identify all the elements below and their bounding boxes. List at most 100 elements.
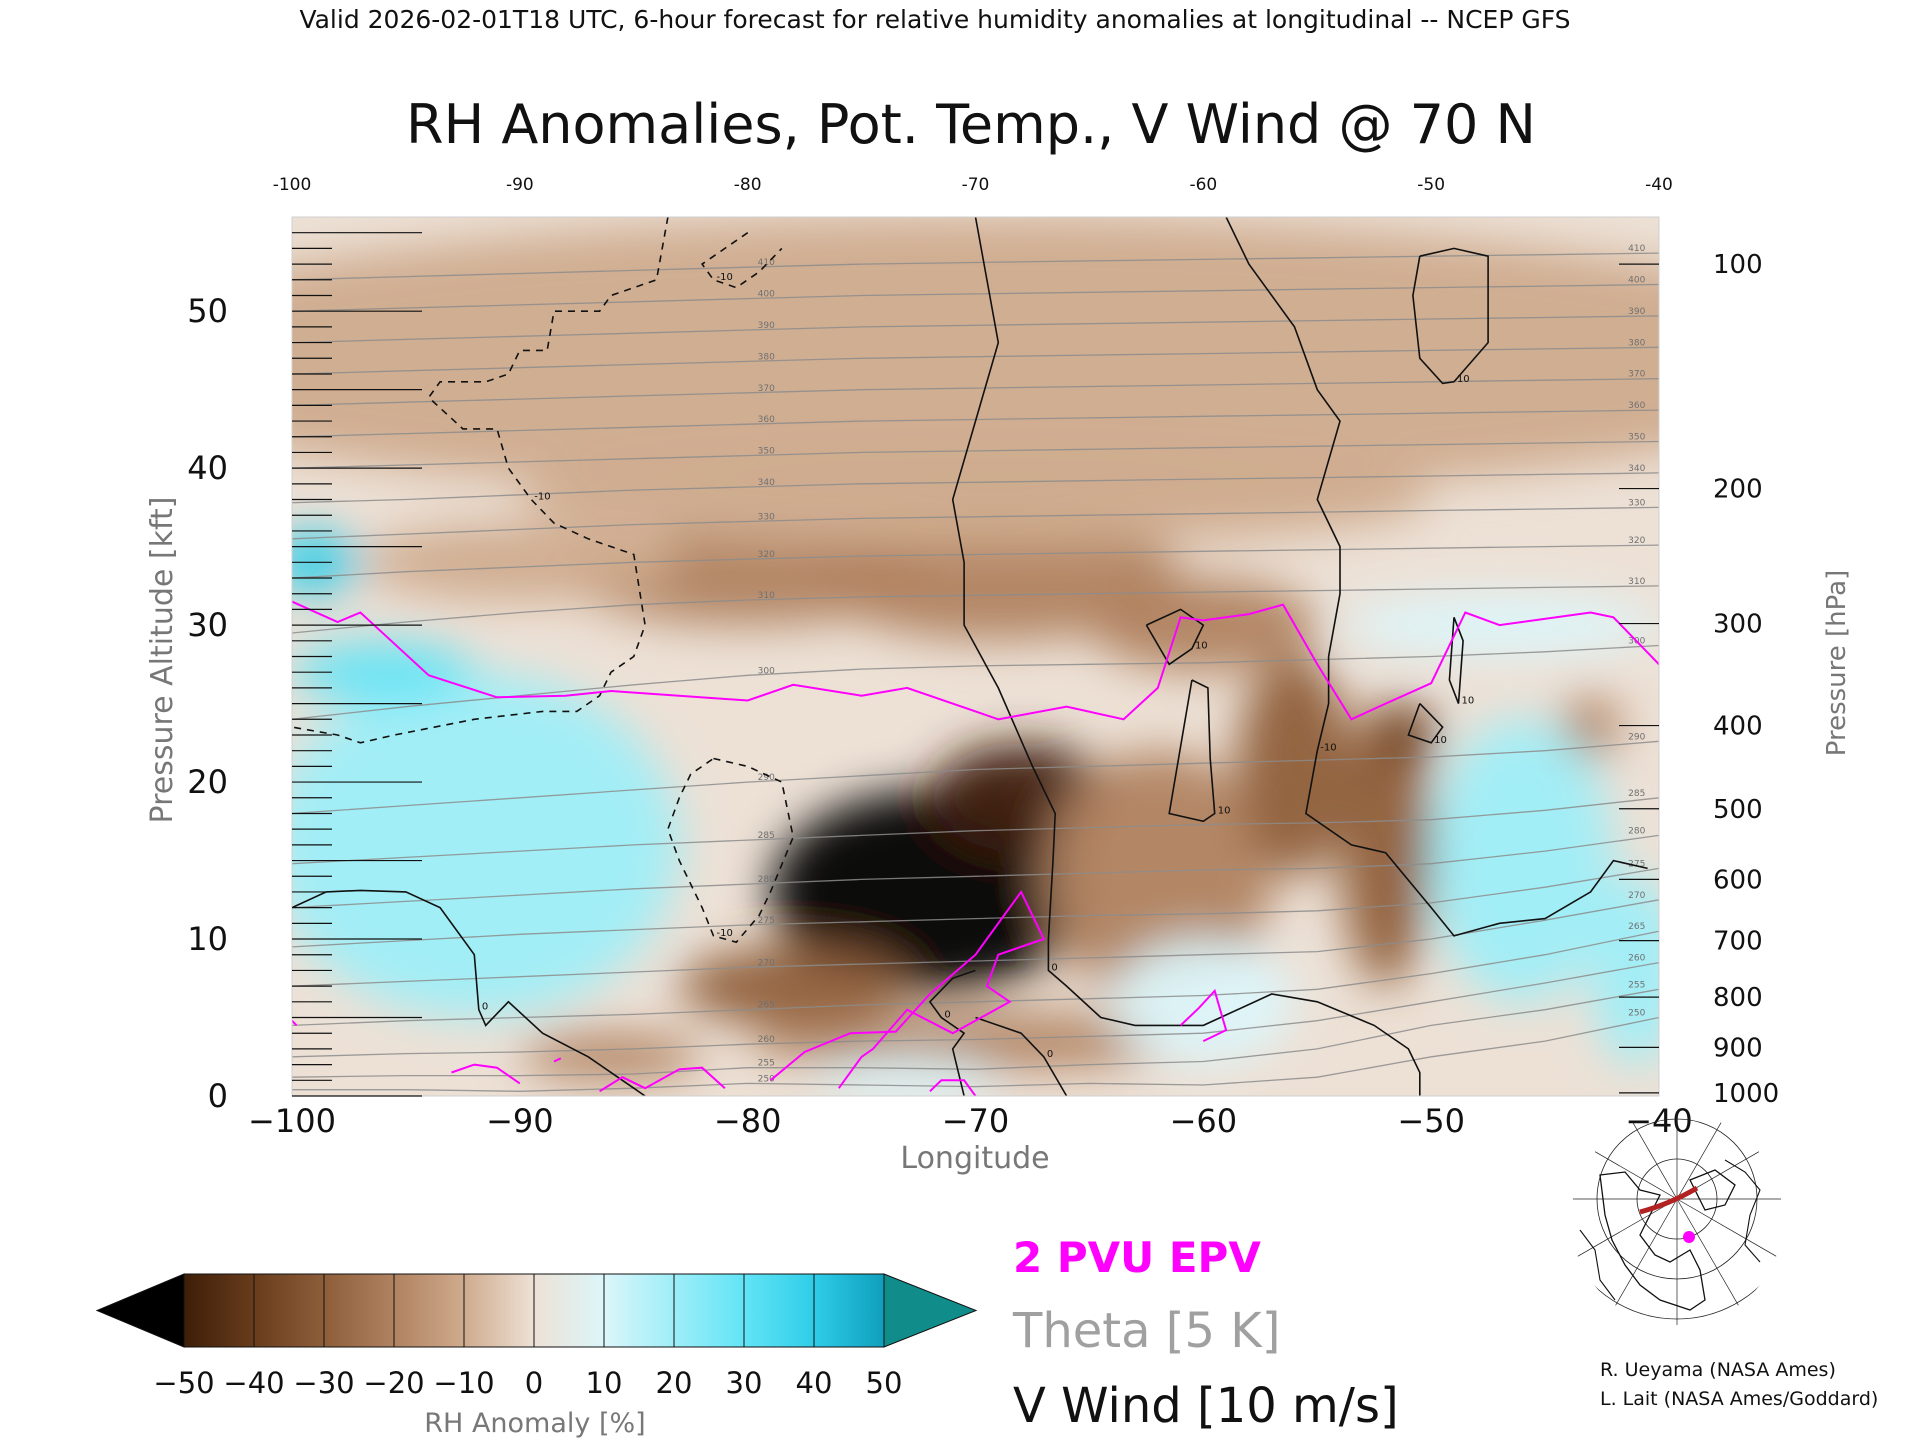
pressure-tick-label: 700 [1713,927,1763,957]
credit-line-1: R. Ueyama (NASA Ames) [1600,1359,1836,1381]
colorbar-segment [603,1273,675,1348]
v-wind-contours: 0 0 0 0 -10 10 10 10 10 10 -10 -10 -10 [292,217,1648,1096]
y2-axis-label: Pressure [hPa] [1822,570,1852,757]
theta-contour-label: 370 [1628,370,1645,380]
map-meridian [1576,1198,1678,1325]
colorbar-segment [323,1273,395,1348]
x-top-tick-label: -100 [273,175,312,195]
x-top-tick-label: -40 [1645,175,1673,195]
x-tick-label: −70 [942,1102,1010,1140]
v-wind-contour [1145,608,1205,666]
pressure-tick-label: 600 [1713,865,1763,895]
theta-contour-label: 285 [758,831,775,841]
x-tick-label: −60 [1170,1102,1238,1140]
pressure-tick-label: 800 [1713,983,1763,1013]
theta-contour-label: 390 [758,321,775,331]
colorbar-tick-label: 40 [796,1366,833,1400]
x-top-tick-label: -50 [1417,175,1445,195]
theta-contour [292,930,1659,1027]
pressure-tick-label: 900 [1713,1033,1763,1063]
v-wind-contour [1225,217,1648,937]
theta-contour-label: 310 [1628,577,1645,587]
theta-contour [292,506,1659,540]
v-wind-contour [951,217,1421,1096]
theta-contour-label: 280 [758,875,775,885]
theta-contour-label: 265 [1628,922,1645,932]
x-tick-label: −90 [486,1102,554,1140]
theta-contour-label: 350 [758,447,775,457]
map-location-marker [1683,1231,1695,1243]
x-tick-label: −80 [714,1102,782,1140]
theta-contour-label: 270 [1628,891,1645,901]
theta-contour [292,899,1659,987]
colorbar-segment [533,1273,605,1348]
v-wind-contour [1448,617,1464,704]
field-blob [292,217,1659,500]
v-wind-contour [975,1016,1068,1096]
map-coastline-pacific [1579,1229,1616,1301]
field-blob [292,640,475,704]
theta-contour-label: 285 [1628,789,1645,799]
theta-contour-label: 340 [758,478,775,488]
epv-contour-segment [599,1066,726,1093]
theta-contour-label: 360 [1628,401,1645,411]
epv-contour [292,600,1659,721]
theta-contour [292,988,1659,1078]
x-tick-label: −100 [248,1102,336,1140]
rh-anomaly-field [292,217,1659,1096]
epv-contour-segment [292,1020,298,1027]
theta-contour [292,378,1659,407]
field-blobs [292,217,1659,1096]
theta-contour [292,961,1659,1058]
v-wind-contour-label: 0 [1051,962,1057,973]
map-meridian [1576,1113,1678,1200]
theta-contour-label: 310 [758,591,775,601]
field-blob [519,452,1432,547]
v-wind-contour [1412,247,1489,385]
credit-line-2: L. Lait (NASA Ames/Goddard) [1600,1388,1878,1410]
theta-contour-label: 390 [1628,307,1645,317]
v-wind-contour-label: 0 [1047,1049,1053,1060]
inset-map [1560,1113,1783,1325]
epv-contour-segment [929,1079,977,1096]
x-top-tick-label: -70 [962,175,990,195]
theta-contour-label: 250 [758,1074,775,1084]
map-meridian [1571,1198,1678,1300]
map-meridian [1676,1113,1778,1200]
theta-contour-label: 270 [758,958,775,968]
theta-contour-label: 280 [1628,826,1645,836]
theta-contours: 250 250 255 255 260 260 265 265 270 270 275 275 280 2… [292,244,1659,1092]
theta-contour-label: 290 [758,773,775,783]
v-wind-contour-label: 10 [1195,641,1208,652]
x-axis-label: Longitude [900,1141,1049,1176]
colorbar-tick-label: −20 [363,1366,424,1400]
pressure-tick-label: 300 [1713,610,1763,640]
theta-contour-label: 290 [1628,732,1645,742]
v-wind-contour-label: 10 [1434,735,1447,746]
y-tick-label: 30 [187,606,228,644]
theta-contour-label: 400 [758,290,775,300]
theta-contour-label: 330 [1628,498,1645,508]
map-background [1560,1165,1760,1315]
theta-contour-label: 400 [1628,275,1645,285]
map-coastline-greenland [1689,1169,1736,1211]
v-wind-contour [1168,679,1216,823]
v-wind-contour-label: -10 [716,928,732,939]
colorbar-tick-label: 50 [866,1366,903,1400]
y-tick-label: 10 [187,920,228,958]
colorbar-segment [813,1273,885,1348]
v-wind-contour-label: 10 [1457,374,1470,385]
y-tick-label: 50 [187,292,228,330]
theta-contour-label: 380 [1628,338,1645,348]
y-axis-label: Pressure Altitude [kft] [145,497,180,824]
map-meridian [1676,1113,1783,1200]
theta-contour [292,346,1659,375]
map-coastline-europe [1724,1159,1761,1263]
y-axis-left: 0 10 20 30 40 50 [187,232,422,1115]
theta-contour-label: 260 [758,1035,775,1045]
theta-contour-label: 255 [758,1059,775,1069]
theta-contour [292,544,1659,579]
epv-contour-segment [451,1063,521,1085]
field-blob [747,1012,1204,1070]
